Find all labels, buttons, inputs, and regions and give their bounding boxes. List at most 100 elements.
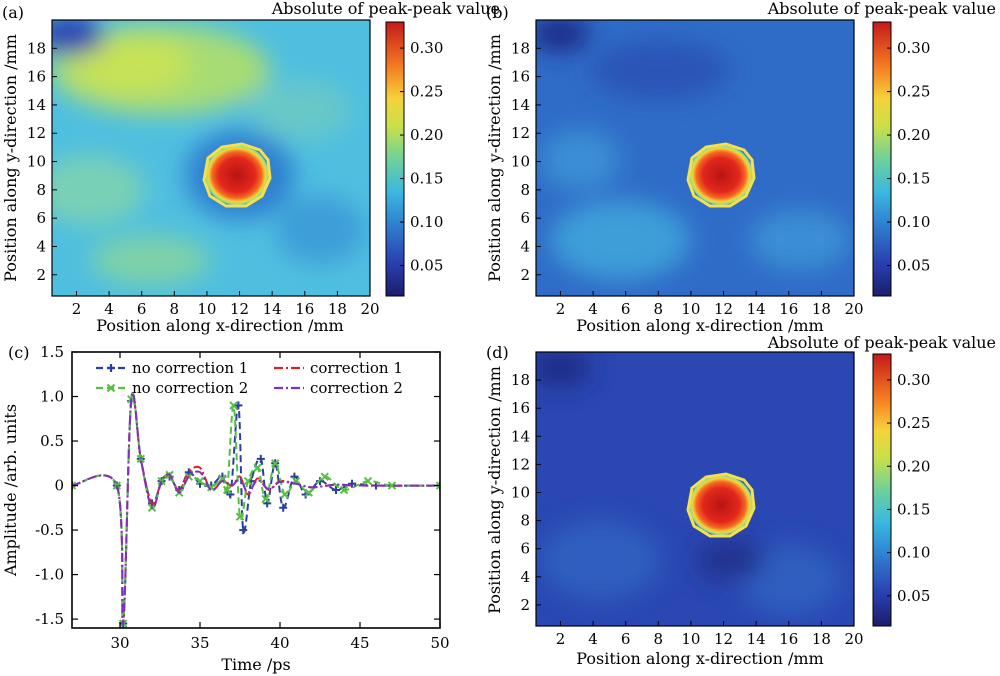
x-ticks-b: 2 4 6 8 10 12 14 16 18 20 <box>556 291 864 318</box>
colorbar-tick-label: 0.15 <box>410 170 443 188</box>
x-tick-label: 20 <box>360 300 379 318</box>
x-axis-label-a: Position along x-direction /mm <box>96 316 343 335</box>
y-ticks-a: 2 4 6 8 10 12 14 16 18 <box>27 39 57 284</box>
colorbar-tick-label: 0.15 <box>897 170 930 188</box>
series-marker <box>279 503 288 512</box>
y-tick-label: 6 <box>36 209 46 227</box>
y-tick-label: 0.5 <box>40 432 64 450</box>
x-tick-label: 50 <box>430 634 449 652</box>
series-marker <box>270 459 280 468</box>
colorbar-ticks-d: 0.05 0.10 0.15 0.20 0.25 0.30 <box>887 371 930 605</box>
colorbar-tick-label: 0.25 <box>410 83 443 101</box>
y-tick-label: 18 <box>27 39 46 57</box>
heatmap-a <box>52 20 370 296</box>
y-tick-label: 16 <box>511 399 530 417</box>
x-tick-label: 4 <box>104 300 114 318</box>
colorbar-tick-label: 0.30 <box>410 39 443 57</box>
series-marker <box>348 479 356 488</box>
series-marker <box>239 526 248 535</box>
y-tick-label: 18 <box>511 39 530 57</box>
colorbar-b <box>872 21 892 297</box>
x-tick-label: 4 <box>588 300 598 318</box>
legend-label: correction 1 <box>310 359 403 377</box>
panel-label-d: (d) <box>486 343 509 362</box>
colorbar-a <box>385 21 405 297</box>
y-tick-label: 16 <box>27 68 46 86</box>
x-tick-label: 20 <box>844 630 863 648</box>
series-marker <box>229 401 238 410</box>
series-marker <box>235 512 245 521</box>
legend-c: no correction 1 correction 1 no correction… <box>96 359 403 397</box>
panel-label-a: (a) <box>2 3 24 22</box>
x-tick-label: 12 <box>714 300 733 318</box>
series-marker <box>304 488 314 497</box>
series-marker <box>184 468 193 477</box>
x-tick-label: 2 <box>556 630 566 648</box>
colorbar-title-a: Absolute of peak-peak value <box>271 0 500 18</box>
x-axis-label-c: Time /ps <box>221 655 290 674</box>
x-tick-label: 12 <box>714 630 733 648</box>
y-tick-label: 18 <box>511 371 530 389</box>
colorbar-tick-label: 0.05 <box>897 257 930 275</box>
series-line <box>72 391 440 626</box>
legend-label: no correction 1 <box>132 359 248 377</box>
colorbar-d <box>872 353 892 627</box>
plot-frame-c <box>71 351 441 629</box>
plot-frame-a <box>51 19 371 297</box>
series-marker <box>256 454 265 463</box>
legend-label: no correction 2 <box>132 379 248 397</box>
x-tick-label: 2 <box>556 300 566 318</box>
panel-a: (a) 2 4 6 8 10 12 14 16 18 20 2 4 6 8 10 12 14 16 18 Posi… <box>1 0 500 335</box>
x-tick-label: 12 <box>230 300 249 318</box>
y-tick-label: -1.0 <box>35 566 64 584</box>
y-ticks-c: -1.5 -1.0 -0.5 0 0.5 1.0 1.5 <box>35 343 440 628</box>
y-tick-label: 6 <box>520 540 530 558</box>
series-marker <box>339 485 349 495</box>
y-tick-label: 4 <box>520 237 530 255</box>
y-tick-label: 0 <box>54 477 64 495</box>
y-tick-label: 4 <box>36 237 46 255</box>
x-tick-label: 30 <box>110 634 129 652</box>
series-marker <box>387 481 397 490</box>
x-tick-label: 6 <box>621 300 631 318</box>
series-marker <box>253 463 262 472</box>
colorbar-tick-label: 0.10 <box>897 213 930 231</box>
x-tick-label: 6 <box>137 300 147 318</box>
colorbar-tick-label: 0.20 <box>897 457 930 475</box>
y-tick-label: 1.0 <box>40 388 64 406</box>
colorbar-tick-label: 0.10 <box>410 213 443 231</box>
series-marker <box>280 490 290 499</box>
legend-label: correction 2 <box>310 379 403 397</box>
series-line <box>72 391 440 626</box>
series-marker <box>261 494 270 504</box>
x-tick-label: 14 <box>747 300 766 318</box>
y-tick-label: 1.5 <box>40 343 64 361</box>
colorbar-tick-label: 0.05 <box>410 257 443 275</box>
x-tick-label: 16 <box>295 300 314 318</box>
y-axis-label-c: Amplitude /arb. units <box>1 404 20 577</box>
x-ticks-c: 30 35 40 45 50 <box>110 352 450 652</box>
panel-label-b: (b) <box>486 3 509 22</box>
panel-c: (c) 30 35 40 45 50 -1.5 -1.0 -0.5 0 0.5 1.0 1.5 Ti… <box>1 343 450 674</box>
y-tick-label: 12 <box>511 455 530 473</box>
y-tick-label: 10 <box>27 153 46 171</box>
y-axis-label-d: Position along y-direction /mm <box>485 366 504 614</box>
heatmap-b <box>536 20 854 296</box>
series-marker <box>332 486 340 494</box>
y-tick-label: 8 <box>520 512 530 530</box>
y-tick-label: 12 <box>511 124 530 142</box>
x-tick-label: 18 <box>328 300 347 318</box>
y-tick-label: 8 <box>36 181 46 199</box>
x-tick-label: 8 <box>170 300 180 318</box>
x-axis-label-d: Position along x-direction /mm <box>576 649 823 668</box>
x-tick-label: 8 <box>654 300 664 318</box>
colorbar-tick-label: 0.25 <box>897 83 930 101</box>
legend-marker <box>107 364 115 372</box>
x-tick-label: 6 <box>621 630 631 648</box>
colorbar-ticks-a: 0.05 0.10 0.15 0.20 0.25 0.30 <box>400 39 443 275</box>
x-axis-label-b: Position along x-direction /mm <box>576 316 823 335</box>
colorbar-tick-label: 0.10 <box>897 544 930 562</box>
x-tick-label: 10 <box>681 300 700 318</box>
x-tick-label: 40 <box>270 634 289 652</box>
